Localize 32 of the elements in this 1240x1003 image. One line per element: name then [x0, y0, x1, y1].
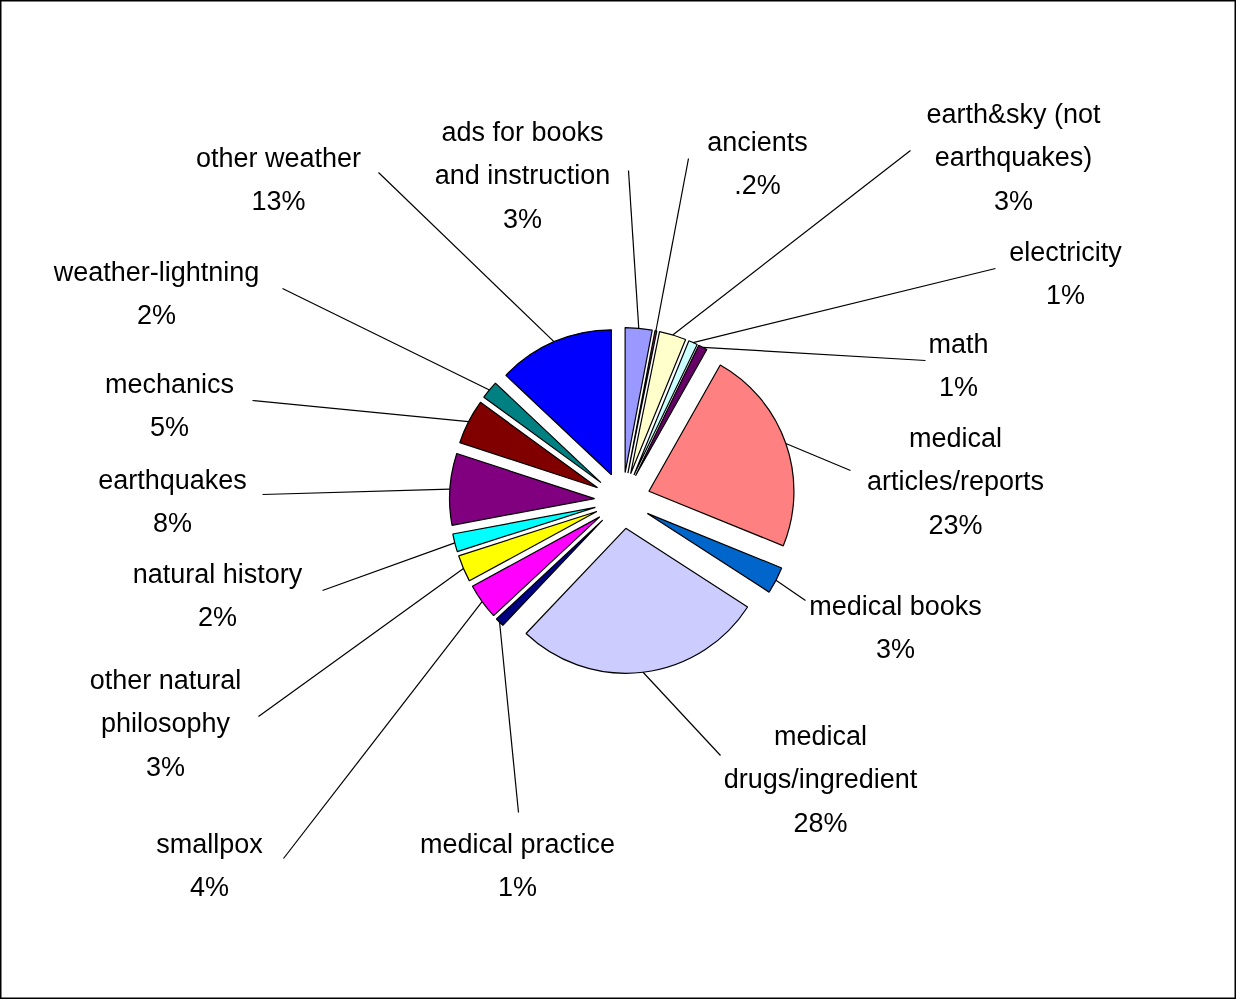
data-label: 13%	[251, 186, 306, 216]
data-label: 2%	[197, 602, 238, 632]
data-label: 3%	[993, 185, 1034, 216]
data-label: .2%	[734, 170, 781, 200]
data-label: 1%	[938, 372, 979, 402]
slice-label: math	[928, 328, 989, 359]
data-label: 1%	[1045, 280, 1086, 310]
slice-label: medical articles/reports	[866, 422, 1045, 496]
slice-label: weather-lightning	[52, 256, 260, 287]
data-label: 23%	[928, 509, 983, 540]
data-label: 3%	[145, 751, 186, 782]
slice-label: earth&sky (not earthquakes)	[926, 98, 1102, 172]
slice-label: ads for books and instruction	[434, 116, 611, 190]
slice-label: other natural philosophy	[89, 664, 242, 738]
data-label: 2%	[136, 300, 177, 330]
slice-label: medical drugs/ingredient	[723, 720, 918, 794]
data-label: 8%	[152, 508, 193, 538]
data-label: 5%	[149, 412, 190, 442]
data-label: 28%	[793, 807, 848, 838]
slice-label: smallpox	[156, 828, 264, 859]
slice-label: natural history	[132, 558, 303, 589]
slice-label: earthquakes	[98, 464, 247, 495]
data-label: 4%	[189, 872, 230, 902]
slice-label: medical practice	[419, 828, 616, 859]
slice-label: ancients	[707, 126, 808, 157]
slice-label: electricity	[1009, 236, 1123, 267]
data-label: 3%	[875, 634, 916, 664]
slice-label: mechanics	[104, 368, 235, 399]
slice-label: other weather	[195, 142, 362, 173]
legend-label: medical books	[809, 590, 982, 621]
data-label: 3%	[502, 203, 543, 234]
data-label: 1%	[497, 872, 538, 902]
